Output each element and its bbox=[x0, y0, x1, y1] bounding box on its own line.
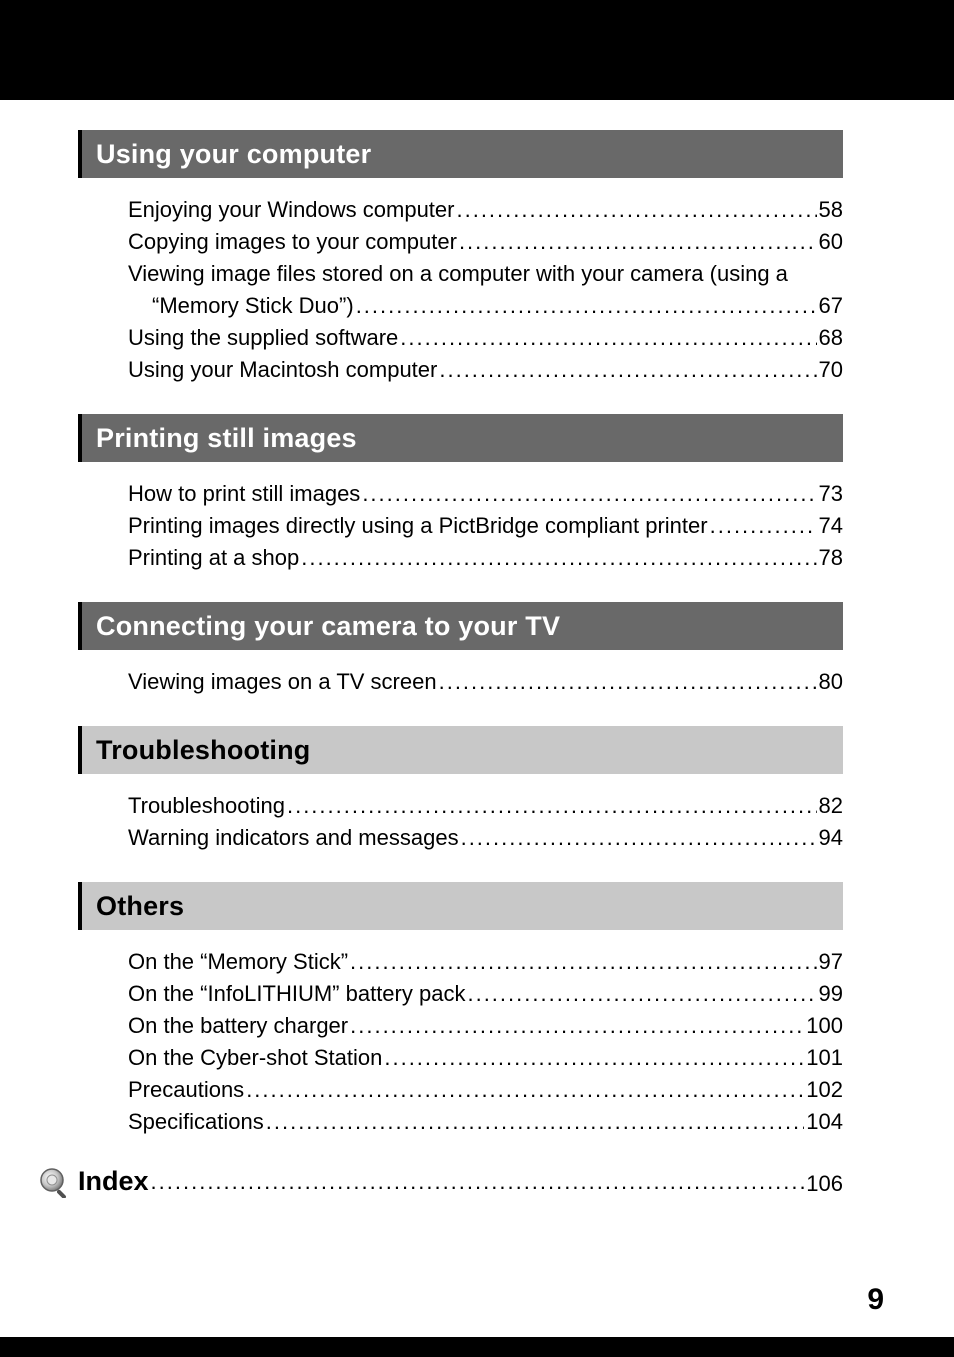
leader-dots bbox=[400, 322, 816, 354]
toc-entry-page: 99 bbox=[819, 978, 843, 1010]
toc-entry-page: 67 bbox=[819, 290, 843, 322]
toc-entry-page: 68 bbox=[819, 322, 843, 354]
leader-dots bbox=[461, 822, 817, 854]
toc-entry-page: 101 bbox=[806, 1042, 843, 1074]
toc-content: Using your computer Enjoying your Windows… bbox=[78, 130, 843, 1197]
toc-entry-title: Troubleshooting bbox=[128, 790, 285, 822]
toc-entry-title: Using your Macintosh computer bbox=[128, 354, 437, 386]
toc-entry-page: 70 bbox=[819, 354, 843, 386]
leader-dots bbox=[710, 510, 817, 542]
toc-section-header[interactable]: Troubleshooting bbox=[78, 726, 843, 774]
toc-entry[interactable]: Viewing image files stored on a computer… bbox=[128, 258, 843, 290]
leader-dots bbox=[266, 1106, 805, 1138]
toc-section-header[interactable]: Others bbox=[78, 882, 843, 930]
leader-dots bbox=[151, 1169, 805, 1195]
leader-dots bbox=[467, 978, 816, 1010]
toc-entry[interactable]: Enjoying your Windows computer 58 bbox=[128, 194, 843, 226]
toc-entry[interactable]: Precautions 102 bbox=[128, 1074, 843, 1106]
toc-section: Using your computer Enjoying your Windows… bbox=[78, 130, 843, 386]
magnifier-icon bbox=[38, 1166, 70, 1198]
toc-entry-title: On the “Memory Stick” bbox=[128, 946, 348, 978]
toc-entry[interactable]: Warning indicators and messages 94 bbox=[128, 822, 843, 854]
toc-entry-page: 100 bbox=[806, 1010, 843, 1042]
bottom-black-band bbox=[0, 1337, 954, 1357]
toc-entry-page: 58 bbox=[819, 194, 843, 226]
toc-entry-title: On the “InfoLITHIUM” battery pack bbox=[128, 978, 465, 1010]
leader-dots bbox=[459, 226, 817, 258]
toc-entry-title: On the Cyber-shot Station bbox=[128, 1042, 382, 1074]
toc-entries: Enjoying your Windows computer 58Copying… bbox=[78, 194, 843, 386]
toc-entries: Troubleshooting 82Warning indicators and… bbox=[78, 790, 843, 854]
toc-entry[interactable]: Troubleshooting 82 bbox=[128, 790, 843, 822]
toc-entries: How to print still images 73Printing ima… bbox=[78, 478, 843, 574]
toc-entry-title: Enjoying your Windows computer bbox=[128, 194, 454, 226]
toc-entry[interactable]: On the Cyber-shot Station 101 bbox=[128, 1042, 843, 1074]
toc-entry-title: Specifications bbox=[128, 1106, 264, 1138]
toc-entry[interactable]: “Memory Stick Duo”) 67 bbox=[128, 290, 843, 322]
toc-entry-title: Using the supplied software bbox=[128, 322, 398, 354]
toc-entry-page: 104 bbox=[806, 1106, 843, 1138]
leader-dots bbox=[301, 542, 816, 574]
page-number: 9 bbox=[867, 1283, 884, 1317]
leader-dots bbox=[384, 1042, 804, 1074]
leader-dots bbox=[456, 194, 816, 226]
toc-section-header[interactable]: Using your computer bbox=[78, 130, 843, 178]
toc-entry[interactable]: Copying images to your computer 60 bbox=[128, 226, 843, 258]
toc-index-label: Index bbox=[78, 1166, 149, 1197]
toc-entry[interactable]: Viewing images on a TV screen 80 bbox=[128, 666, 843, 698]
leader-dots bbox=[356, 290, 817, 322]
toc-section-header[interactable]: Connecting your camera to your TV bbox=[78, 602, 843, 650]
top-black-band bbox=[0, 0, 954, 100]
leader-dots bbox=[439, 354, 816, 386]
toc-entry-page: 73 bbox=[819, 478, 843, 510]
toc-entries: On the “Memory Stick” 97On the “InfoLITH… bbox=[78, 946, 843, 1138]
toc-entry[interactable]: On the “InfoLITHIUM” battery pack 99 bbox=[128, 978, 843, 1010]
toc-entry-page: 80 bbox=[819, 666, 843, 698]
toc-entry-title: Viewing images on a TV screen bbox=[128, 666, 437, 698]
toc-entry[interactable]: On the battery charger 100 bbox=[128, 1010, 843, 1042]
toc-entry[interactable]: Printing images directly using a PictBri… bbox=[128, 510, 843, 542]
toc-entry-title: Warning indicators and messages bbox=[128, 822, 459, 854]
toc-entry-title: How to print still images bbox=[128, 478, 360, 510]
toc-entry-page: 78 bbox=[819, 542, 843, 574]
toc-entry-title: Printing images directly using a PictBri… bbox=[128, 510, 708, 542]
toc-entry-title: “Memory Stick Duo”) bbox=[152, 290, 354, 322]
toc-entry[interactable]: Using the supplied software 68 bbox=[128, 322, 843, 354]
toc-index-page: 106 bbox=[806, 1171, 843, 1197]
toc-entry-title: Copying images to your computer bbox=[128, 226, 457, 258]
toc-entry[interactable]: On the “Memory Stick” 97 bbox=[128, 946, 843, 978]
toc-entry-page: 102 bbox=[806, 1074, 843, 1106]
leader-dots bbox=[246, 1074, 804, 1106]
toc-section-header[interactable]: Printing still images bbox=[78, 414, 843, 462]
toc-index-row[interactable]: Index 106 bbox=[78, 1166, 843, 1197]
toc-entry-page: 94 bbox=[819, 822, 843, 854]
toc-entry[interactable]: Printing at a shop 78 bbox=[128, 542, 843, 574]
toc-entry-page: 60 bbox=[819, 226, 843, 258]
leader-dots bbox=[362, 478, 816, 510]
toc-section: Printing still images How to print still … bbox=[78, 414, 843, 574]
toc-entry-title: On the battery charger bbox=[128, 1010, 348, 1042]
toc-entry-page: 82 bbox=[819, 790, 843, 822]
toc-entry-title: Printing at a shop bbox=[128, 542, 299, 574]
leader-dots bbox=[350, 946, 816, 978]
leader-dots bbox=[350, 1010, 804, 1042]
toc-entry[interactable]: Specifications 104 bbox=[128, 1106, 843, 1138]
leader-dots bbox=[287, 790, 817, 822]
toc-entries: Viewing images on a TV screen 80 bbox=[78, 666, 843, 698]
toc-entry-title: Viewing image files stored on a computer… bbox=[128, 258, 788, 290]
toc-entry[interactable]: Using your Macintosh computer 70 bbox=[128, 354, 843, 386]
toc-entry[interactable]: How to print still images 73 bbox=[128, 478, 843, 510]
toc-section: OthersOn the “Memory Stick” 97On the “In… bbox=[78, 882, 843, 1138]
toc-entry-page: 74 bbox=[819, 510, 843, 542]
leader-dots bbox=[439, 666, 817, 698]
toc-section: TroubleshootingTroubleshooting 82Warning… bbox=[78, 726, 843, 854]
toc-entry-title: Precautions bbox=[128, 1074, 244, 1106]
toc-section: Connecting your camera to your TV Viewing… bbox=[78, 602, 843, 698]
toc-entry-page: 97 bbox=[819, 946, 843, 978]
